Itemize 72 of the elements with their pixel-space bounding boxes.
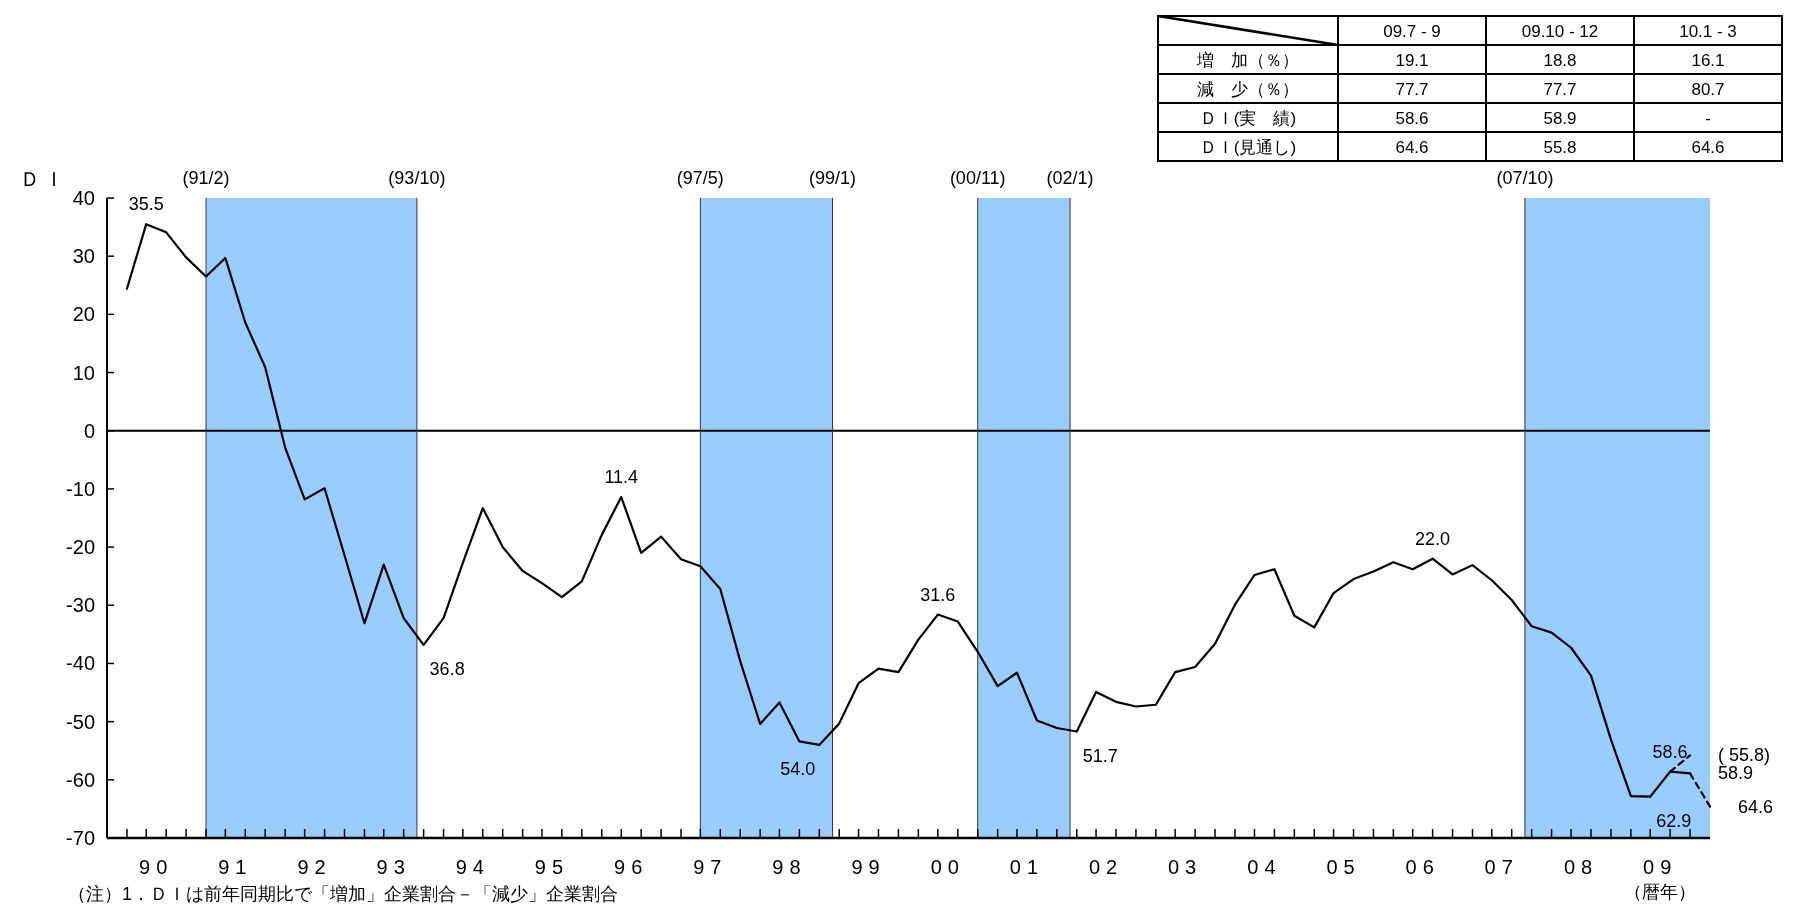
text: 18.8 (1543, 50, 1577, 70)
text: 増 加（％） (1196, 50, 1299, 70)
text: - (1705, 108, 1711, 128)
y-tick-label: 40 (72, 187, 95, 209)
text: 77.7 (1395, 79, 1429, 99)
y-tick-label: -70 (66, 827, 95, 849)
x-tick-label: 05 (1326, 856, 1361, 878)
x-tick-label: 95 (534, 856, 570, 878)
y-tick-label: -20 (66, 536, 95, 559)
ref-line-label: (99/1) (809, 168, 857, 188)
ref-line-label: (00/11) (949, 168, 1006, 188)
y-tick-label: -60 (66, 768, 95, 791)
annotation: ( 55.8) (1718, 745, 1771, 766)
y-tick-label: 30 (72, 245, 95, 268)
ref-line-label: (91/2) (182, 168, 230, 188)
x-tick-label: 04 (1247, 856, 1282, 878)
y-tick-label: -30 (66, 594, 95, 617)
annotation: 62.9 (1656, 810, 1692, 831)
text: 減 少（％） (1197, 79, 1299, 99)
y-tick-label: -50 (66, 710, 95, 733)
text: （注）1．ＤＩは前年同期比で「増加」企業割合－「減少」企業割合 (68, 884, 619, 904)
text: ＤＩ(見通し) (1199, 137, 1297, 157)
y-tick-label: -40 (66, 652, 95, 675)
x-tick-label: 09 (1643, 856, 1678, 878)
text: 58.6 (1395, 108, 1429, 128)
y-tick-label: 10 (72, 361, 95, 384)
y-tick-label: 0 (83, 419, 95, 442)
text: 19.1 (1395, 50, 1429, 70)
x-tick-label: 06 (1405, 856, 1440, 878)
annotation: 51.7 (1082, 745, 1118, 766)
text: 77.7 (1543, 79, 1577, 99)
annotation: 22.0 (1415, 528, 1451, 549)
category-label: 09.7 - 9 (1383, 21, 1441, 41)
y-tick-label: -10 (66, 477, 95, 500)
y-axis-title: ＤＩ (20, 168, 68, 190)
annotation: 58.6 (1652, 741, 1688, 762)
annotation: 36.8 (429, 658, 465, 679)
x-tick-label: 90 (139, 856, 174, 878)
text: 80.7 (1691, 79, 1725, 99)
text: 16.1 (1691, 50, 1725, 70)
x-tick-label: 94 (455, 856, 490, 878)
annotation: 35.5 (128, 194, 164, 215)
ref-line-label: (93/10) (388, 168, 446, 188)
annotation: 31.6 (920, 584, 956, 605)
x-tick-label: 08 (1563, 856, 1599, 878)
text: ＤＩ(実 績) (1199, 108, 1297, 128)
x-tick-label: 03 (1168, 856, 1203, 878)
x-tick-label: 96 (614, 856, 649, 878)
category-label: 10.1 - 3 (1679, 21, 1737, 41)
category-label: 09.10 - 12 (1521, 21, 1599, 41)
x-tick-label: 91 (218, 856, 253, 878)
x-tick-label: 00 (930, 856, 965, 878)
x-tick-label: 99 (851, 856, 886, 878)
ref-line-label: (02/1) (1046, 168, 1094, 188)
x-axis-title: （暦年） (1624, 882, 1697, 902)
text: 64.6 (1691, 137, 1725, 157)
text: 55.8 (1543, 137, 1577, 157)
y-tick-label: 20 (72, 303, 95, 326)
annotation: 64.6 (1738, 796, 1774, 817)
x-tick-label: 93 (376, 856, 411, 878)
annotation: 54.0 (780, 758, 816, 779)
x-tick-label: 07 (1484, 856, 1519, 878)
x-tick-label: 01 (1009, 856, 1045, 878)
x-tick-label: 97 (693, 856, 728, 878)
text: 58.9 (1543, 108, 1577, 128)
text: 64.6 (1395, 137, 1429, 157)
x-tick-label: 92 (297, 856, 332, 878)
ref-line-label: (07/10) (1496, 168, 1554, 188)
annotation: 11.4 (604, 467, 639, 488)
x-tick-label: 98 (772, 856, 807, 878)
x-tick-label: 02 (1088, 856, 1124, 878)
ref-line-label: (97/5) (676, 168, 724, 188)
